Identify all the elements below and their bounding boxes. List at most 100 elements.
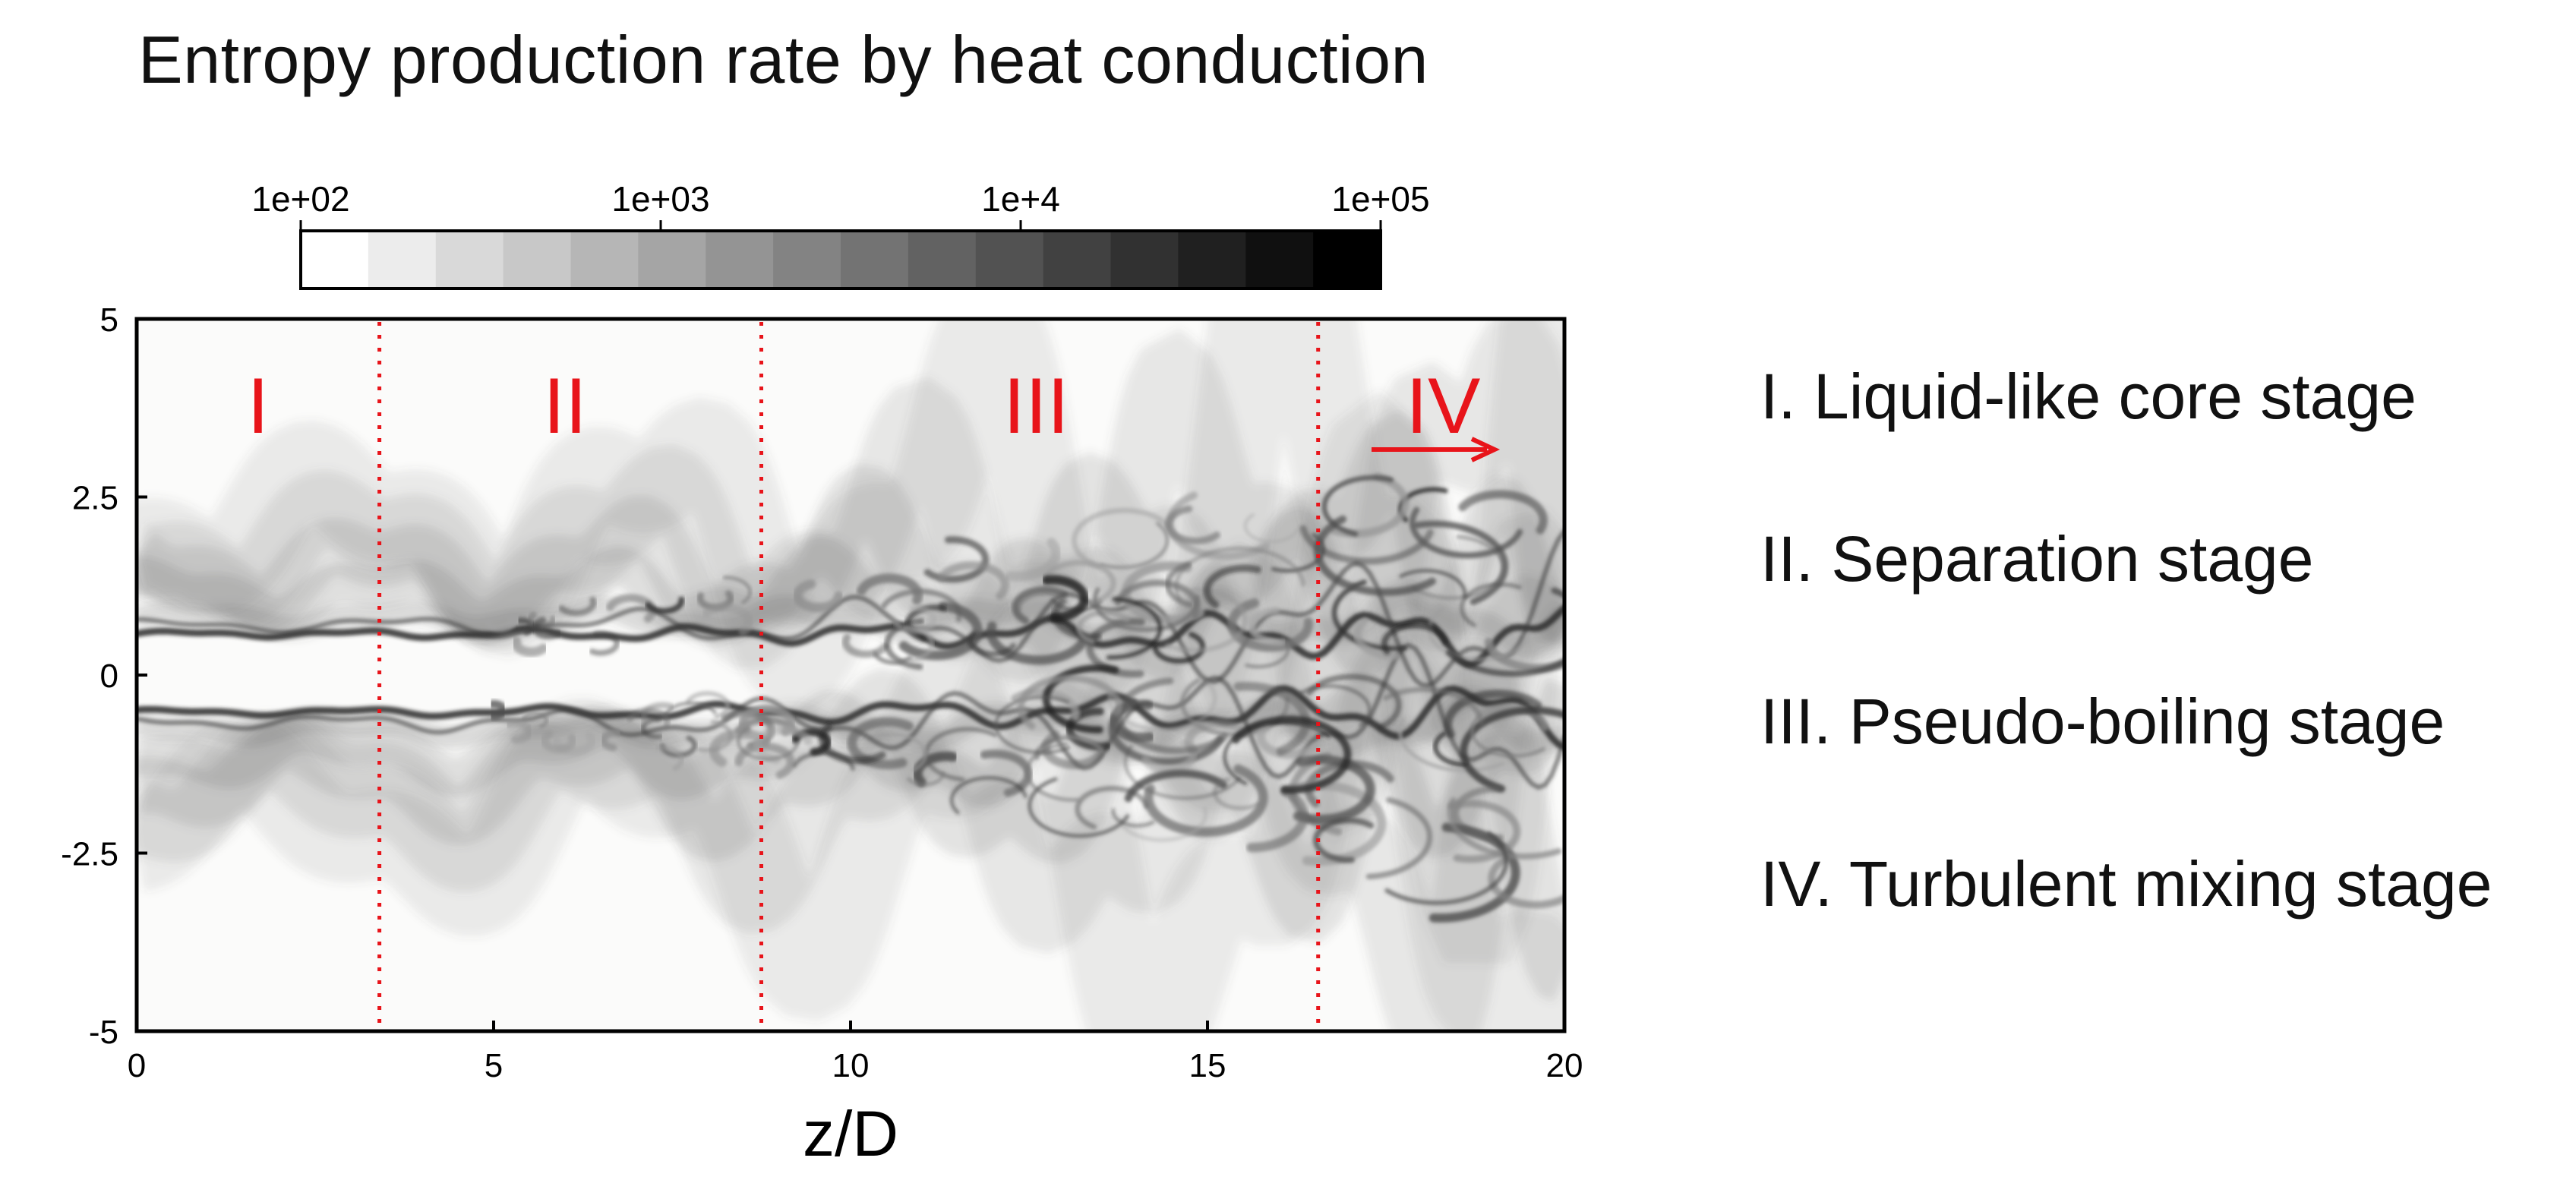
field-eddy xyxy=(1433,731,1469,768)
field-eddy xyxy=(1306,674,1402,730)
field-eddy xyxy=(1331,579,1407,652)
field-eddy xyxy=(1444,689,1542,739)
colorbar-tick-label: 1e+4 xyxy=(981,179,1060,219)
field-eddy xyxy=(627,707,671,728)
field-eddy xyxy=(686,691,731,719)
field-eddy xyxy=(1111,808,1155,828)
field-eddy xyxy=(1233,681,1311,756)
field-eddy xyxy=(522,711,548,728)
field-eddy xyxy=(1470,714,1545,758)
field-eddy xyxy=(1243,513,1299,544)
field-eddy xyxy=(1232,715,1352,794)
field-eddy xyxy=(1398,717,1505,772)
field-eddy xyxy=(994,696,1071,755)
field-eddy xyxy=(599,728,623,752)
field-eddy xyxy=(1041,730,1104,769)
field-eddy xyxy=(1012,586,1068,625)
colorbar-level xyxy=(975,231,1044,289)
colorbar-level xyxy=(570,231,639,289)
field-eddy xyxy=(847,717,914,770)
stage-boundaries xyxy=(377,322,1321,1028)
field-eddy xyxy=(734,742,795,779)
colorbar-level xyxy=(1245,231,1314,289)
field-eddy xyxy=(1076,609,1130,645)
y-tick-label: 5 xyxy=(100,301,118,339)
field-eddy xyxy=(1165,561,1193,608)
stage-label: I xyxy=(247,362,269,450)
field-eddy xyxy=(1123,744,1242,800)
field-eddy xyxy=(659,735,697,758)
field-eddy xyxy=(1246,787,1309,853)
stage-label: IV xyxy=(1406,362,1480,450)
colorbar-frame xyxy=(299,229,1382,290)
y-tick-label: 2.5 xyxy=(72,480,118,517)
field-eddy xyxy=(737,726,799,761)
field-eddy xyxy=(937,561,1009,600)
field-eddy xyxy=(1256,722,1319,759)
field-eddy xyxy=(488,699,508,721)
field-eddy xyxy=(1107,679,1217,732)
colorbar-level xyxy=(1178,231,1246,289)
colorbar-level xyxy=(1110,231,1179,289)
colorbar-level xyxy=(1313,231,1381,289)
field-eddy xyxy=(1121,561,1204,625)
field-eddy xyxy=(873,652,913,665)
colorbar-level xyxy=(773,231,841,289)
field-texture xyxy=(137,319,1564,964)
colorbar-level xyxy=(706,231,774,289)
colorbar-level xyxy=(435,231,504,289)
field-eddy xyxy=(1065,707,1111,751)
field-eddy xyxy=(1227,598,1314,652)
field-eddy xyxy=(558,596,597,617)
field-eddy xyxy=(841,633,889,658)
field-eddy xyxy=(738,704,795,737)
field-eddy xyxy=(1458,490,1548,535)
field-eddy xyxy=(702,603,753,636)
stage-label: III xyxy=(1003,362,1069,450)
colorbar-tick-label: 1e+05 xyxy=(1331,179,1429,219)
colorbar-tick-label: 1e+03 xyxy=(611,179,709,219)
field-filament xyxy=(137,528,1564,688)
x-axis-label: z/D xyxy=(803,1098,898,1169)
field-eddy xyxy=(857,573,923,605)
field-eddy xyxy=(1034,734,1103,760)
field-eddy xyxy=(1124,769,1227,803)
field-eddy xyxy=(1115,677,1229,755)
field-eddy xyxy=(1312,817,1375,863)
legend-item-stage-2: II. Separation stage xyxy=(1760,523,2314,595)
field-eddy xyxy=(1017,674,1122,730)
field-eddy xyxy=(1108,698,1224,766)
field-eddy xyxy=(1445,587,1564,677)
field-eddy xyxy=(949,776,1028,815)
field-eddy xyxy=(1043,560,1116,606)
stage-label: II xyxy=(543,362,587,450)
legend-item-stage-3: III. Pseudo-boiling stage xyxy=(1760,686,2445,757)
field-eddy xyxy=(1399,569,1467,599)
y-tick-label: 0 xyxy=(100,658,118,695)
field-filament xyxy=(137,604,1564,668)
field-eddy xyxy=(1174,546,1305,601)
field-eddy xyxy=(793,579,844,613)
colorbar-level xyxy=(1043,231,1111,289)
field-eddy xyxy=(904,604,947,642)
field-eddy xyxy=(1384,831,1509,906)
field-eddy xyxy=(1305,760,1394,808)
field-eddy xyxy=(484,612,517,633)
field-eddy xyxy=(1099,521,1170,569)
field-eddy xyxy=(505,719,533,744)
x-tick-label: 5 xyxy=(485,1047,503,1084)
field-eddy xyxy=(1409,506,1523,559)
field-eddy xyxy=(1427,607,1532,662)
x-tick-label: 10 xyxy=(832,1047,870,1084)
field-eddy xyxy=(1042,575,1089,623)
field-eddy xyxy=(1365,797,1433,880)
field-eddy xyxy=(1166,491,1270,560)
field-eddy xyxy=(606,594,657,623)
field-eddy xyxy=(1381,623,1449,655)
field-eddy xyxy=(907,771,945,787)
field-eddy xyxy=(1460,706,1564,793)
chart-title: Entropy production rate by heat conducti… xyxy=(138,22,1428,97)
y-tick-label: -5 xyxy=(89,1014,118,1051)
field-eddy xyxy=(1072,507,1173,569)
